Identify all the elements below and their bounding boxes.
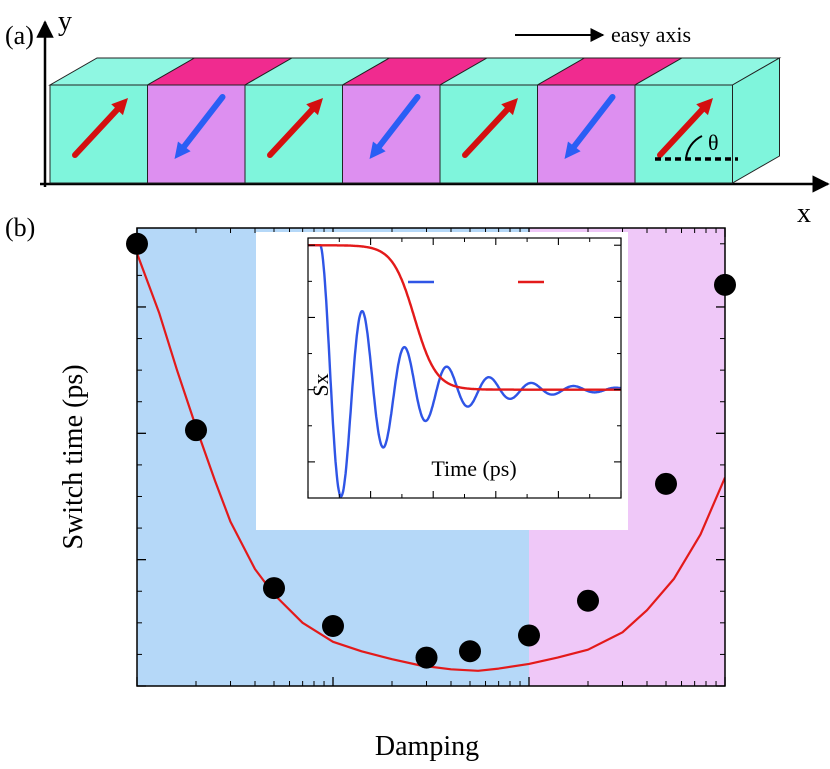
data-point xyxy=(458,640,481,663)
data-point xyxy=(518,624,540,647)
fit-curve xyxy=(137,252,725,672)
panel-a-label: (a) xyxy=(5,21,34,50)
data-point xyxy=(577,589,600,612)
switch-time-chart: (b) Damping Switch time (ps) Sx Time (ps… xyxy=(5,213,736,762)
spin-cell xyxy=(243,57,392,184)
spin-arrow-down-icon xyxy=(174,94,226,159)
cell-front-face xyxy=(634,84,733,184)
plot-frame xyxy=(136,227,726,687)
inset-y-axis-title: Sx xyxy=(308,373,333,396)
series-line xyxy=(308,244,621,391)
panel-b-label: (b) xyxy=(5,213,35,242)
spin-arrow-down-icon xyxy=(369,94,421,159)
cell-front-face xyxy=(244,84,343,184)
data-point xyxy=(415,646,438,669)
spin-arrow-up-icon xyxy=(72,98,128,158)
spin-arrow-up-icon xyxy=(657,98,713,158)
easy-axis-label: easy axis xyxy=(611,22,691,47)
y-axis-title: Switch time (ps) xyxy=(58,364,89,549)
cell-front-face xyxy=(342,84,441,184)
spin-arrow-up-icon xyxy=(462,98,518,158)
data-point xyxy=(322,614,344,637)
cell-front-face xyxy=(49,84,148,184)
inset-x-axis-title: Time (ps) xyxy=(431,456,516,481)
x-axis-label: x xyxy=(797,198,811,229)
cell-side-face xyxy=(732,57,780,184)
theta-label: θ xyxy=(708,130,719,155)
y-axis-label: y xyxy=(58,6,72,37)
spin-arrow-down-icon xyxy=(564,94,616,159)
spin-cell xyxy=(438,57,587,184)
inset-background xyxy=(256,232,628,530)
x-axis-title: Damping xyxy=(375,731,479,762)
inset-chart: Sx Time (ps) xyxy=(256,232,628,530)
spin-cell xyxy=(633,57,782,184)
data-point xyxy=(262,577,285,600)
spin-arrow-up-icon xyxy=(267,98,323,158)
data-point xyxy=(185,419,208,442)
series-line xyxy=(308,244,621,498)
spin-chain-schematic: (a) y x easy axis θ xyxy=(5,6,830,229)
spin-cell xyxy=(340,57,489,184)
data-point xyxy=(654,472,677,495)
theta-arc xyxy=(685,135,703,160)
cell-front-face xyxy=(439,84,538,184)
